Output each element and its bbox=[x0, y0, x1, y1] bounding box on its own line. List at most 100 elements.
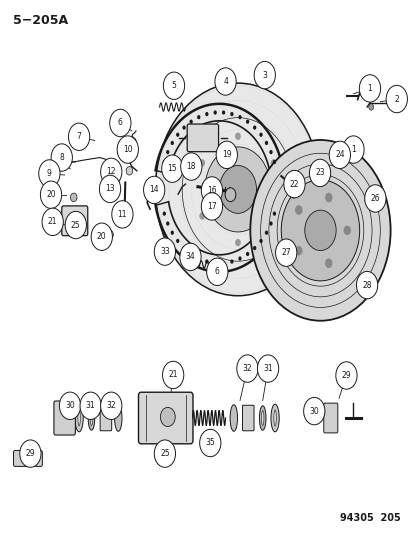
Circle shape bbox=[245, 119, 249, 124]
Circle shape bbox=[166, 221, 169, 225]
Circle shape bbox=[176, 133, 179, 137]
Circle shape bbox=[238, 115, 241, 119]
Circle shape bbox=[205, 112, 208, 116]
Text: 6: 6 bbox=[214, 268, 219, 276]
Circle shape bbox=[163, 72, 184, 100]
Circle shape bbox=[252, 246, 256, 250]
Text: 5: 5 bbox=[171, 81, 176, 90]
Circle shape bbox=[180, 153, 202, 180]
Circle shape bbox=[270, 212, 276, 220]
Circle shape bbox=[199, 212, 204, 220]
Circle shape bbox=[162, 361, 183, 389]
Circle shape bbox=[328, 141, 350, 168]
Circle shape bbox=[91, 223, 112, 251]
Circle shape bbox=[117, 136, 138, 163]
Circle shape bbox=[238, 256, 241, 261]
Circle shape bbox=[264, 141, 268, 145]
Circle shape bbox=[99, 175, 120, 203]
Circle shape bbox=[259, 133, 262, 137]
Ellipse shape bbox=[270, 404, 278, 432]
Circle shape bbox=[275, 239, 296, 266]
Circle shape bbox=[65, 212, 86, 239]
Ellipse shape bbox=[75, 404, 83, 432]
Text: 20: 20 bbox=[46, 190, 56, 199]
Circle shape bbox=[161, 155, 183, 182]
Circle shape bbox=[324, 193, 332, 202]
Ellipse shape bbox=[78, 410, 80, 426]
Circle shape bbox=[201, 193, 222, 220]
Circle shape bbox=[42, 208, 63, 236]
Text: 15: 15 bbox=[167, 164, 177, 173]
Circle shape bbox=[170, 231, 173, 235]
Circle shape bbox=[162, 160, 166, 164]
Circle shape bbox=[250, 140, 390, 321]
Circle shape bbox=[342, 136, 363, 163]
Circle shape bbox=[213, 261, 216, 265]
Text: 19: 19 bbox=[221, 150, 231, 159]
Circle shape bbox=[205, 260, 208, 264]
Circle shape bbox=[213, 110, 216, 115]
Ellipse shape bbox=[230, 405, 237, 431]
Text: 20: 20 bbox=[97, 232, 106, 241]
Circle shape bbox=[219, 165, 256, 213]
Circle shape bbox=[236, 355, 257, 382]
Circle shape bbox=[368, 104, 373, 110]
Circle shape bbox=[356, 271, 377, 299]
Text: 18: 18 bbox=[186, 162, 196, 171]
Text: 28: 28 bbox=[361, 280, 371, 289]
Circle shape bbox=[197, 115, 200, 119]
Text: 13: 13 bbox=[105, 184, 114, 193]
FancyBboxPatch shape bbox=[242, 405, 254, 431]
Text: 32: 32 bbox=[106, 401, 116, 410]
Circle shape bbox=[270, 159, 276, 166]
FancyBboxPatch shape bbox=[187, 124, 218, 152]
Circle shape bbox=[358, 75, 380, 102]
Circle shape bbox=[100, 392, 121, 419]
Circle shape bbox=[257, 355, 278, 382]
Circle shape bbox=[182, 246, 185, 250]
Circle shape bbox=[199, 159, 204, 166]
Circle shape bbox=[107, 230, 113, 239]
Circle shape bbox=[216, 141, 237, 168]
Circle shape bbox=[154, 238, 175, 265]
Circle shape bbox=[166, 443, 171, 451]
Circle shape bbox=[160, 407, 175, 426]
Text: 16: 16 bbox=[206, 186, 216, 195]
Circle shape bbox=[272, 212, 275, 216]
Circle shape bbox=[252, 125, 256, 130]
Ellipse shape bbox=[273, 410, 275, 426]
Circle shape bbox=[170, 141, 173, 145]
Text: 23: 23 bbox=[314, 168, 324, 177]
Text: 34: 34 bbox=[185, 253, 195, 261]
Text: 30: 30 bbox=[65, 401, 75, 410]
Ellipse shape bbox=[90, 410, 93, 425]
FancyBboxPatch shape bbox=[14, 450, 42, 466]
Circle shape bbox=[70, 193, 77, 201]
Text: 21: 21 bbox=[168, 370, 178, 379]
Circle shape bbox=[109, 109, 131, 136]
Circle shape bbox=[272, 160, 275, 164]
Text: 12: 12 bbox=[106, 167, 116, 176]
Circle shape bbox=[166, 150, 169, 154]
Text: 29: 29 bbox=[26, 449, 35, 458]
Circle shape bbox=[283, 171, 304, 198]
Text: 17: 17 bbox=[206, 202, 216, 211]
Text: 1: 1 bbox=[350, 145, 355, 154]
Circle shape bbox=[204, 147, 270, 232]
Text: 11: 11 bbox=[117, 210, 127, 219]
Text: 1: 1 bbox=[367, 84, 371, 93]
Circle shape bbox=[112, 201, 133, 228]
Circle shape bbox=[189, 252, 192, 256]
Text: 26: 26 bbox=[370, 194, 379, 203]
FancyBboxPatch shape bbox=[138, 392, 192, 444]
Text: 4: 4 bbox=[223, 77, 228, 86]
FancyBboxPatch shape bbox=[323, 403, 337, 433]
Circle shape bbox=[221, 261, 225, 265]
Text: 22: 22 bbox=[289, 180, 299, 189]
Text: 8: 8 bbox=[59, 153, 64, 162]
Circle shape bbox=[230, 260, 233, 264]
Circle shape bbox=[269, 150, 272, 154]
Ellipse shape bbox=[259, 406, 266, 430]
Circle shape bbox=[155, 83, 320, 296]
Circle shape bbox=[225, 188, 235, 201]
